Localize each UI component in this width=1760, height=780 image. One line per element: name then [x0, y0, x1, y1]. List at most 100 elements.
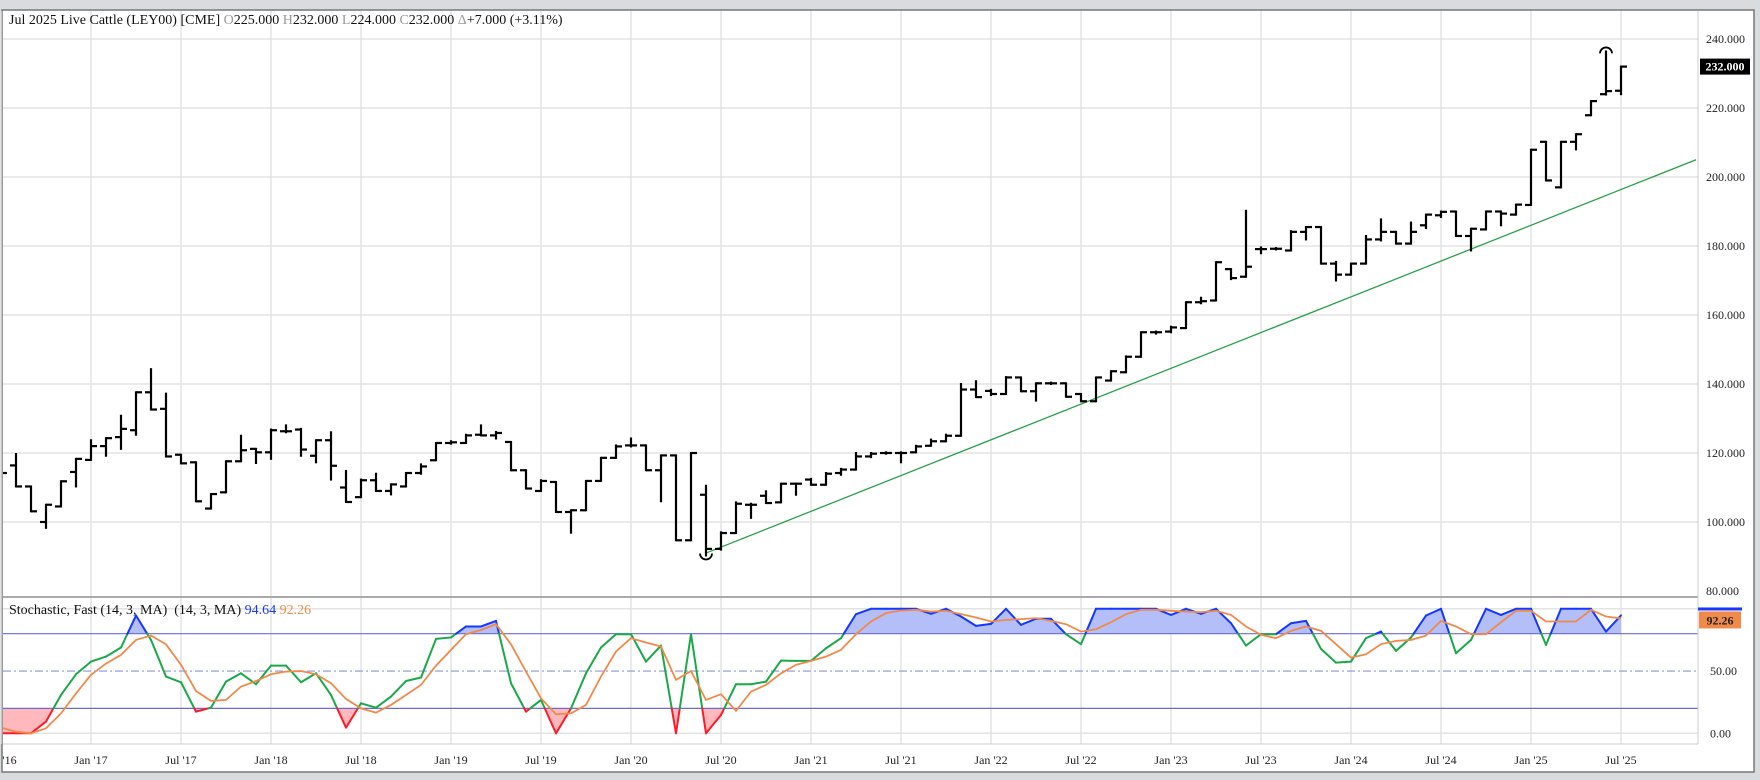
k-line-segment [165, 675, 182, 684]
k-line-segment [1448, 632, 1457, 655]
k-line-segment [540, 698, 546, 710]
oversold-fill [702, 708, 725, 734]
stochastic-tick-label: 50.00 [1710, 664, 1737, 678]
k-line-segment [960, 615, 977, 627]
date-tick-label: Jan '24 [1334, 753, 1367, 767]
k-line-segment [750, 680, 767, 686]
overbought-fill [1276, 620, 1313, 634]
date-tick-label: Jul '19 [525, 753, 556, 767]
change-value: +7.000 (+3.11%) [466, 13, 563, 28]
k-line-segment [1080, 632, 1087, 646]
date-tick-label: Jan '25 [1514, 753, 1547, 767]
d-value-tag [1699, 611, 1741, 629]
open-label: O [223, 13, 234, 28]
k-line-segment [1590, 607, 1607, 633]
k-line-segment [701, 707, 707, 735]
axes: 80.000 100.000 120.000 140.000 160.000 180.00… [0, 32, 1745, 767]
k-line-segment [345, 707, 359, 729]
date-tick-label: Jul '20 [705, 753, 736, 767]
k-line-segment [1230, 622, 1240, 635]
k-line-segment [150, 638, 167, 678]
low-marker-icon [699, 553, 713, 561]
price-bars [3, 46, 1627, 561]
stochastic-lines [3, 607, 1622, 735]
trendline [705, 159, 1697, 554]
k-line-segment [75, 660, 92, 676]
k-line-segment [1540, 632, 1547, 646]
k-line-segment [705, 713, 722, 735]
k-line-segment [450, 632, 458, 639]
price-tick-label: 180.000 [1706, 239, 1745, 253]
overbought-fill [127, 615, 148, 634]
k-line-segment [1005, 607, 1022, 626]
k-line-segment [405, 676, 422, 683]
k-value-tag [1698, 607, 1742, 611]
k-line-segment [1455, 638, 1472, 655]
date-tick-label: Jul '21 [885, 753, 916, 767]
k-line-segment [1440, 607, 1451, 635]
oversold-fill [337, 708, 358, 728]
k-line-segment [1500, 607, 1517, 616]
k-line-segment [1065, 633, 1082, 646]
k-line-segment [529, 698, 542, 710]
k-line-segment [842, 613, 857, 635]
k-line-segment [720, 707, 726, 716]
k-line-segment [45, 707, 55, 723]
k-line-segment [315, 672, 332, 696]
date-tick-label: Jul '16 [0, 753, 17, 767]
k-line-segment [1545, 632, 1552, 646]
price-tick-label: 120.000 [1706, 446, 1745, 460]
price-tick-label: 220.000 [1706, 101, 1745, 115]
k-line-segment [1412, 614, 1427, 635]
k-line-segment [480, 619, 497, 628]
date-tick-label: Jul '24 [1425, 753, 1456, 767]
k-line-segment [375, 695, 392, 709]
k-line-segment [1245, 633, 1262, 647]
k-line-segment [105, 646, 122, 658]
k-line-segment [90, 655, 107, 663]
k-line-segment [670, 707, 677, 735]
k-line-segment [675, 707, 681, 735]
overbought-fill [1550, 608, 1621, 634]
stochastic-tick-label: 0.00 [1710, 726, 1731, 740]
last-price-label: 232.000 [1706, 60, 1745, 74]
open-value: 225.000 [233, 13, 280, 28]
k-line-segment [1237, 632, 1247, 647]
k-line-segment [455, 625, 467, 635]
low-value: 224.000 [350, 13, 396, 28]
k-line-segment [975, 622, 992, 627]
date-tick-label: Jan '17 [74, 753, 107, 767]
k-line-segment [555, 707, 572, 735]
k-line-segment [825, 637, 842, 650]
k-line-segment [855, 607, 872, 616]
chart-frame [1, 9, 1755, 773]
close-label: C [399, 13, 409, 28]
k-line-segment [510, 682, 526, 710]
k-line-segment [1275, 622, 1292, 635]
change-label: Δ [457, 13, 467, 28]
price-tick-label: 160.000 [1706, 308, 1745, 322]
date-tick-label: Jan '22 [974, 753, 1007, 767]
k-line-segment [120, 632, 129, 649]
date-tick-label: Jul '18 [345, 753, 376, 767]
k-line-segment [195, 707, 210, 713]
date-tick-label: Jan '18 [254, 753, 287, 767]
k-line-segment [60, 673, 77, 696]
price-tick-label: 80.000 [1706, 584, 1739, 598]
k-line-segment [1084, 607, 1097, 635]
high-label: H [282, 13, 293, 28]
date-tick-label: Jan '20 [614, 753, 647, 767]
k-line-segment [30, 720, 47, 735]
k-line-segment [390, 680, 407, 698]
price-tick-label: 140.000 [1706, 377, 1745, 391]
overbought-fill [1413, 608, 1450, 634]
k-line-segment [330, 693, 339, 710]
k-line-segment [1320, 647, 1337, 664]
stochastic-name: Stochastic, Fast (14, 3, MA) [9, 603, 168, 618]
k-line-segment [1290, 619, 1307, 625]
k-line-segment [1485, 607, 1502, 616]
k-line-segment [570, 672, 587, 710]
k-line-segment [585, 646, 602, 675]
k-line-segment [678, 633, 692, 710]
